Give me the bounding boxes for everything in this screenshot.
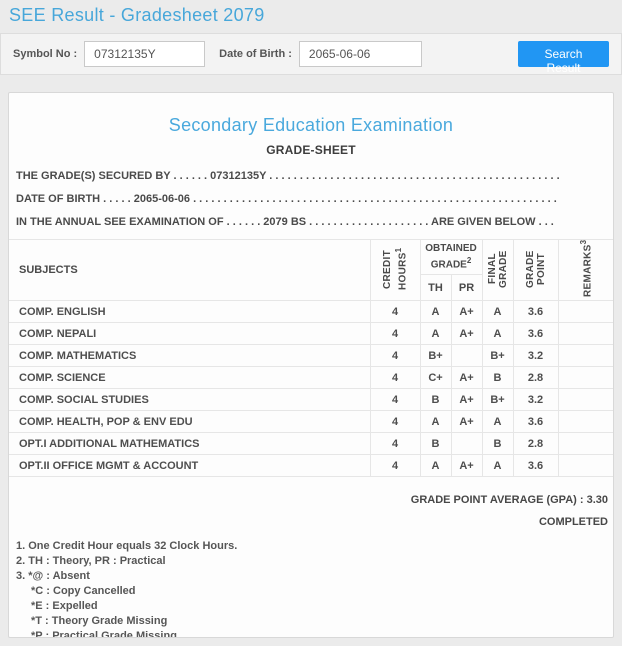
date-of-birth-label: Date of Birth :	[219, 48, 292, 60]
symbol-no-input[interactable]	[84, 41, 206, 67]
grade-point-cell: 2.8	[512, 366, 559, 389]
grade-point-cell: 3.2	[512, 344, 559, 367]
remarks-cell	[557, 322, 613, 345]
date-of-birth-input[interactable]	[298, 41, 422, 67]
col-header-credit-hours: CREDIT HOURS1	[369, 239, 421, 301]
subject-cell: COMP. NEPALI	[9, 322, 371, 345]
final-grade-cell: A	[481, 322, 514, 345]
grade-point-cell: 3.6	[512, 322, 559, 345]
credit-cell: 4	[369, 454, 421, 477]
remarks-cell	[557, 410, 613, 433]
credit-cell: 4	[369, 366, 421, 389]
page-title: SEE Result - Gradesheet 2079	[9, 5, 265, 25]
credit-cell: 4	[369, 410, 421, 433]
intro-line-examination: IN THE ANNUAL SEE EXAMINATION OF . . . .…	[16, 216, 554, 228]
status-completed: COMPLETED	[538, 516, 608, 528]
final-grade-cell: B	[481, 432, 514, 455]
subject-cell: COMP. MATHEMATICS	[9, 344, 371, 367]
search-form-bar: Symbol No : Date of Birth : Search Resul…	[0, 33, 622, 75]
intro-line-date-of-birth: DATE OF BIRTH . . . . . 2065-06-06 . . .…	[16, 193, 559, 205]
th-grade-cell: B+	[419, 344, 452, 367]
grade-point-cell: 3.6	[512, 410, 559, 433]
intro-lines: THE GRADE(S) SECURED BY . . . . . . 0731…	[16, 170, 613, 228]
pr-grade-cell: A+	[450, 388, 483, 411]
footnotes: 1. One Credit Hour equals 32 Clock Hours…	[16, 541, 613, 638]
pr-grade-cell: A+	[450, 366, 483, 389]
symbol-no-label: Symbol No :	[13, 48, 78, 60]
table-row: COMP. HEALTH, POP & ENV EDU 4 A A+ A 3.6	[9, 410, 613, 433]
col-header-remarks: REMARKS3	[557, 239, 613, 301]
table-row: COMP. SOCIAL STUDIES 4 B A+ B+ 3.2	[9, 388, 613, 411]
footnote-credit-hours: 1. One Credit Hour equals 32 Clock Hours…	[16, 540, 238, 552]
table-row: OPT.II OFFICE MGMT & ACCOUNT 4 A A+ A 3.…	[9, 454, 613, 477]
grades-table: SUBJECTS CREDIT HOURS1 OBTAINED GRADE2 F…	[9, 238, 613, 477]
final-grade-cell: B	[481, 366, 514, 389]
col-header-grade-point: GRADE POINT	[512, 239, 559, 301]
subject-cell: COMP. SOCIAL STUDIES	[9, 388, 371, 411]
remarks-cell	[557, 300, 613, 323]
table-row: OPT.I ADDITIONAL MATHEMATICS 4 B B 2.8	[9, 432, 613, 455]
credit-cell: 4	[369, 432, 421, 455]
table-row: COMP. MATHEMATICS 4 B+ B+ 3.2	[9, 344, 613, 367]
remarks-cell	[557, 344, 613, 367]
pr-grade-cell	[450, 344, 483, 367]
grade-sheet-subtitle: GRADE-SHEET	[266, 143, 356, 157]
subject-cell: OPT.II OFFICE MGMT & ACCOUNT	[9, 454, 371, 477]
search-result-button[interactable]: Search Result	[517, 41, 609, 75]
th-grade-cell: B	[419, 432, 452, 455]
table-row: COMP. ENGLISH 4 A A+ A 3.6	[9, 300, 613, 323]
exam-title: Secondary Education Examination	[168, 115, 454, 135]
intro-line-secured-by: THE GRADE(S) SECURED BY . . . . . . 0731…	[16, 170, 559, 182]
footnote-copy-cancelled: *C : Copy Cancelled	[31, 585, 136, 597]
th-grade-cell: A	[419, 454, 452, 477]
pr-grade-cell	[450, 432, 483, 455]
footnote-th-pr: 2. TH : Theory, PR : Practical	[16, 555, 166, 567]
th-grade-cell: A	[419, 410, 452, 433]
col-header-th: TH	[420, 274, 452, 301]
final-grade-cell: A	[481, 454, 514, 477]
grade-point-cell: 3.6	[512, 300, 559, 323]
pr-grade-cell: A+	[450, 410, 483, 433]
remarks-cell	[557, 388, 613, 411]
col-header-obtained-grade: OBTAINED GRADE2	[419, 238, 483, 276]
credit-cell: 4	[369, 388, 421, 411]
final-grade-cell: B+	[481, 344, 514, 367]
col-header-pr: PR	[450, 274, 483, 301]
gradesheet-panel: Secondary Education Examination GRADE-SH…	[8, 92, 614, 638]
remarks-cell	[557, 432, 613, 455]
col-header-subjects: SUBJECTS	[9, 239, 371, 301]
credit-cell: 4	[369, 300, 421, 323]
remarks-cell	[557, 366, 613, 389]
pr-grade-cell: A+	[450, 300, 483, 323]
credit-cell: 4	[369, 344, 421, 367]
th-grade-cell: A	[419, 300, 452, 323]
th-grade-cell: C+	[419, 366, 452, 389]
final-grade-cell: A	[481, 300, 514, 323]
subject-cell: OPT.I ADDITIONAL MATHEMATICS	[9, 432, 371, 455]
subject-cell: COMP. HEALTH, POP & ENV EDU	[9, 410, 371, 433]
th-grade-cell: B	[419, 388, 452, 411]
gpa-summary: GRADE POINT AVERAGE (GPA) : 3.30	[410, 494, 608, 506]
remarks-cell	[557, 454, 613, 477]
th-grade-cell: A	[419, 322, 452, 345]
footnote-practical-missing: *P : Practical Grade Missing	[31, 630, 177, 638]
footnote-expelled: *E : Expelled	[31, 600, 98, 612]
subject-cell: COMP. ENGLISH	[9, 300, 371, 323]
footnote-absent: 3. *@ : Absent	[16, 570, 90, 582]
credit-cell: 4	[369, 322, 421, 345]
table-row: COMP. NEPALI 4 A A+ A 3.6	[9, 322, 613, 345]
final-grade-cell: B+	[481, 388, 514, 411]
col-header-final-grade: FINAL GRADE	[481, 239, 514, 301]
grade-point-cell: 3.6	[512, 454, 559, 477]
grade-point-cell: 2.8	[512, 432, 559, 455]
footnote-theory-missing: *T : Theory Grade Missing	[31, 615, 168, 627]
grade-point-cell: 3.2	[512, 388, 559, 411]
subject-cell: COMP. SCIENCE	[9, 366, 371, 389]
final-grade-cell: A	[481, 410, 514, 433]
pr-grade-cell: A+	[450, 454, 483, 477]
table-row: COMP. SCIENCE 4 C+ A+ B 2.8	[9, 366, 613, 389]
pr-grade-cell: A+	[450, 322, 483, 345]
